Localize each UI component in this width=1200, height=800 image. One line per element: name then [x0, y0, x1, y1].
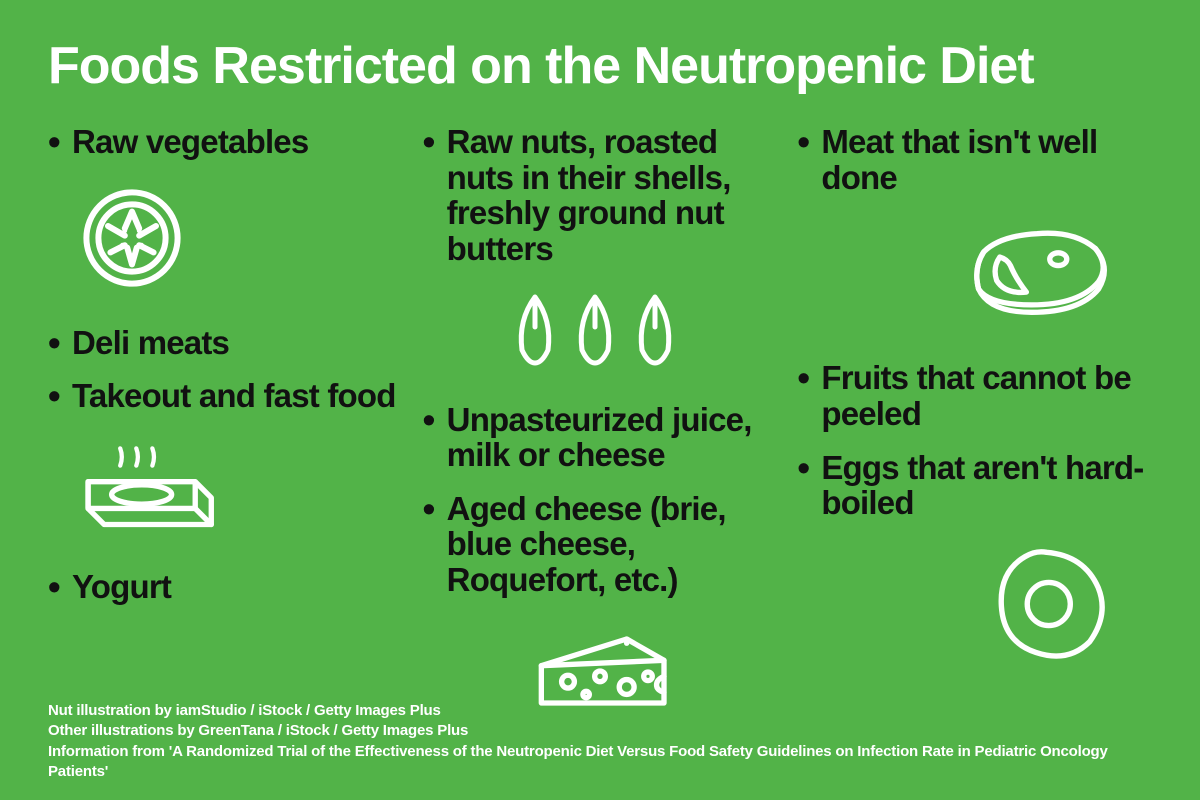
list-item: Unpasteurized juice, milk or cheese [423, 402, 778, 473]
credit-line: Other illustrations by GreenTana / iStoc… [48, 721, 1152, 741]
list-item: Eggs that aren't hard-boiled [797, 450, 1152, 521]
pizza-box-icon [72, 432, 403, 547]
column-1: Raw vegetables Deli meats Takeout and fa… [48, 124, 403, 753]
nuts-icon [423, 285, 778, 380]
column-2: Raw nuts, roasted nuts in their shells, … [423, 124, 778, 753]
list-item: Raw nuts, roasted nuts in their shells, … [423, 124, 778, 267]
column-3: Meat that isn't well done Fruits that ca… [797, 124, 1152, 753]
list-item: Deli meats [48, 325, 403, 361]
egg-icon [797, 539, 1152, 674]
credit-line: Nut illustration by iamStudio / iStock /… [48, 701, 1152, 721]
credit-line: Information from 'A Randomized Trial of … [48, 742, 1152, 783]
list-item: Fruits that cannot be peeled [797, 360, 1152, 431]
list-item: Raw vegetables [48, 124, 403, 160]
credits: Nut illustration by iamStudio / iStock /… [48, 701, 1152, 782]
columns-container: Raw vegetables Deli meats Takeout and fa… [48, 124, 1152, 753]
list-item: Yogurt [48, 569, 403, 605]
list-item: Meat that isn't well done [797, 124, 1152, 195]
steak-icon [797, 213, 1152, 338]
list-item: Takeout and fast food [48, 378, 403, 414]
tomato-icon [72, 178, 403, 303]
list-item: Aged cheese (brie, blue cheese, Roquefor… [423, 491, 778, 598]
page-title: Foods Restricted on the Neutropenic Diet [48, 36, 1152, 96]
